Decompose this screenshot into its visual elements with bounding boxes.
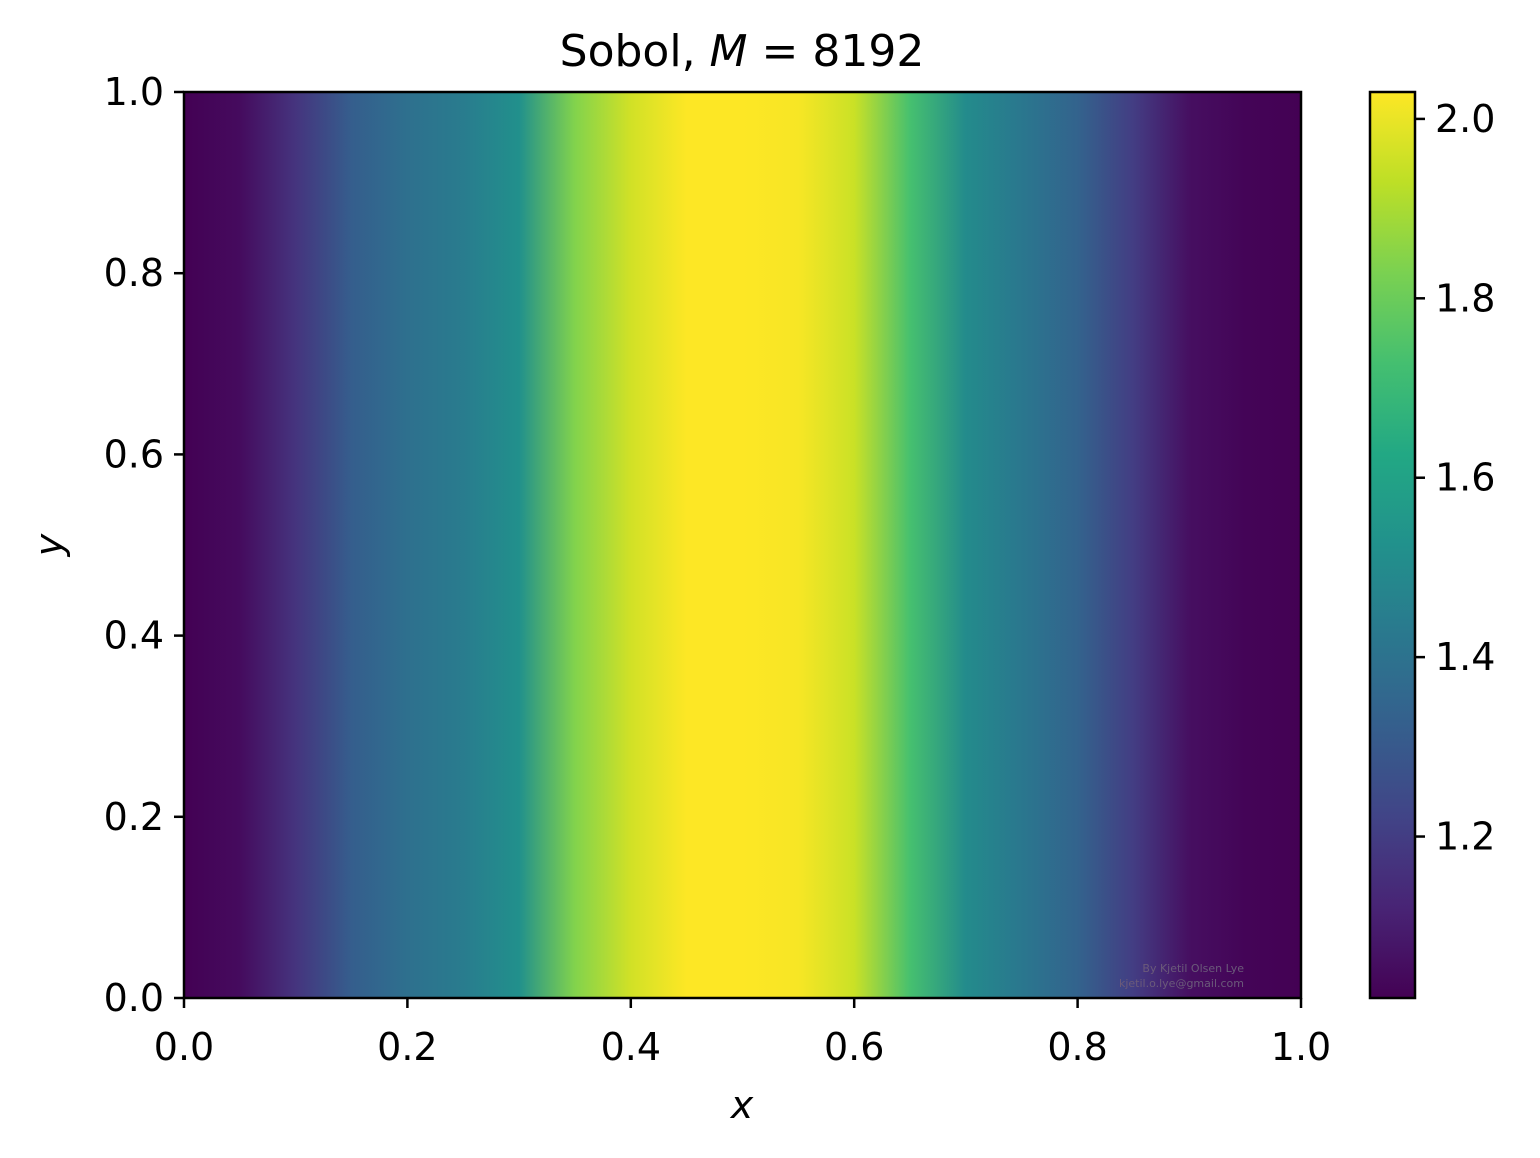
axes-frame [182,90,1303,1000]
colorbar-tick-label: 1.2 [1435,815,1495,859]
y-axis: 0.0 0.2 0.4 0.6 0.8 1.0 [104,70,184,1020]
y-tick-label: 0.4 [104,614,164,658]
colorbar-tick-label: 1.8 [1435,276,1495,320]
colorbar-tick-label: 1.4 [1435,635,1495,679]
y-tick-label: 0.6 [104,432,164,476]
watermark-line-2: kjetil.o.lye@gmail.com [1119,977,1244,990]
colorbar-ticks: 1.2 1.4 1.6 1.8 2.0 [1415,97,1495,859]
y-tick-label: 0.2 [104,795,164,839]
watermark-line-1: By Kjetil Olsen Lye [1142,962,1244,975]
colorbar-tick-label: 1.6 [1435,456,1495,500]
x-axis: 0.0 0.2 0.4 0.6 0.8 1.0 [154,998,1331,1069]
x-tick-label: 0.4 [601,1025,661,1069]
x-tick-label: 1.0 [1271,1025,1331,1069]
colorbar-tick-label: 2.0 [1435,97,1495,141]
x-tick-label: 0.0 [154,1025,214,1069]
colorbar [1368,90,1417,1000]
y-tick-label: 1.0 [104,70,164,114]
x-axis-label: x [730,1083,754,1127]
x-tick-label: 0.6 [824,1025,884,1069]
x-tick-label: 0.2 [377,1025,437,1069]
y-tick-label: 0.0 [104,976,164,1020]
heatmap-field [184,92,1301,998]
x-tick-label: 0.8 [1047,1025,1107,1069]
y-tick-label: 0.8 [104,251,164,295]
chart-title: Sobol, M = 8192 [560,26,925,77]
y-axis-label: y [27,533,71,557]
